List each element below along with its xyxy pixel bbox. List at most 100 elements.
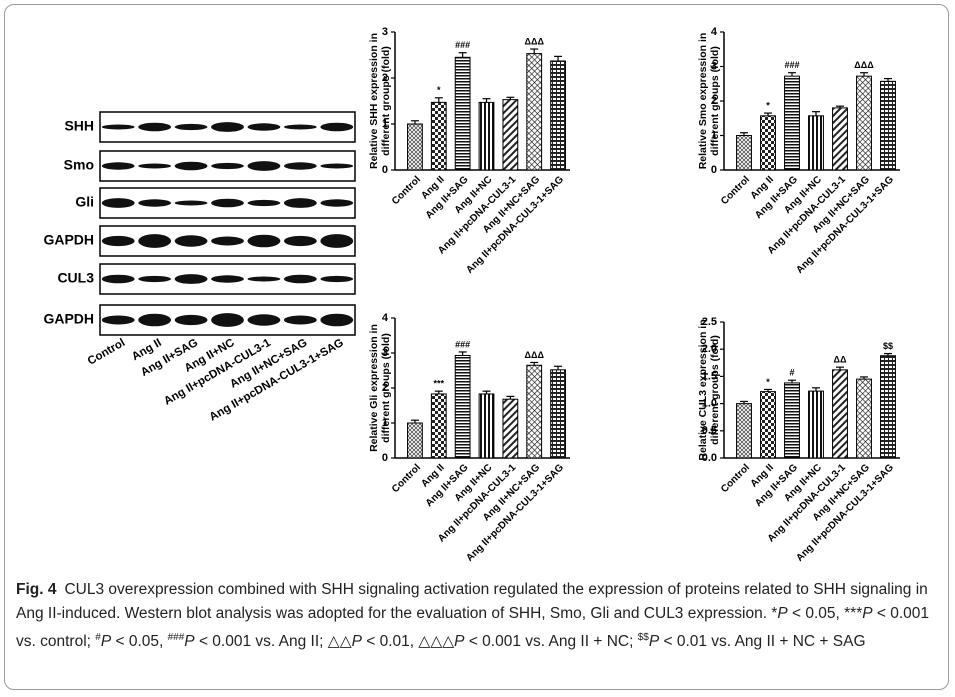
blot-band <box>175 274 208 284</box>
blot-band <box>248 200 281 206</box>
blot-band <box>248 161 281 171</box>
blot-band <box>175 235 208 246</box>
bar <box>833 108 848 170</box>
blot-band <box>211 163 244 169</box>
blot-band <box>284 162 317 169</box>
bar <box>431 102 446 170</box>
significance-label: * <box>766 100 770 110</box>
significance-label: ### <box>455 40 470 50</box>
blot-band <box>102 275 135 284</box>
y-axis-title-box: Relative SHH expression in different gro… <box>368 26 394 176</box>
blot-band <box>211 199 244 208</box>
blot-band <box>320 123 353 132</box>
bar <box>479 102 494 170</box>
blot-row-label: SHH <box>64 118 94 134</box>
blot-band <box>320 199 353 206</box>
blot-band <box>102 316 135 325</box>
blot-row-label: Smo <box>64 157 94 173</box>
bar <box>455 355 470 458</box>
bar <box>551 370 566 458</box>
blot-band <box>320 234 353 248</box>
blot-band <box>248 123 281 130</box>
bar <box>431 394 446 458</box>
bar <box>881 81 896 170</box>
x-tick-label: Control <box>719 174 752 207</box>
y-axis-title: Relative Smo expression in different gro… <box>697 26 721 176</box>
blot-band <box>102 162 135 169</box>
blot-band <box>284 236 317 246</box>
significance-label: # <box>789 368 794 378</box>
significance-label: ### <box>455 339 470 349</box>
bar <box>455 57 470 170</box>
significance-label: $$ <box>883 341 893 351</box>
bar <box>809 391 824 458</box>
blot-band <box>211 275 244 282</box>
significance-label: ΔΔΔ <box>525 36 545 46</box>
significance-label: * <box>437 85 441 95</box>
blot-band <box>138 123 171 132</box>
blot-row-label: GAPDH <box>43 232 94 248</box>
blot-band <box>138 276 171 282</box>
bar <box>809 116 824 170</box>
blot-band <box>138 164 171 169</box>
blot-row-label: GAPDH <box>43 311 94 327</box>
bar <box>737 136 752 171</box>
significance-label: ΔΔΔ <box>854 60 874 70</box>
caption-text: P <box>454 633 464 650</box>
y-axis-title-box: Relative Gli expression in different gro… <box>368 313 394 463</box>
bar <box>833 370 848 458</box>
bar <box>503 100 518 170</box>
y-axis-title: Relative SHH expression in different gro… <box>368 26 392 176</box>
bar <box>527 54 542 170</box>
blot-row-label: Gli <box>75 194 94 210</box>
bar <box>881 356 896 458</box>
blot-band <box>284 275 317 284</box>
blot-band <box>138 199 171 206</box>
bar <box>503 399 518 458</box>
significance-label: ΔΔ <box>834 355 847 365</box>
blot-band <box>211 237 244 246</box>
y-axis-title-box: Relative Smo expression in different gro… <box>697 26 723 176</box>
bar <box>857 379 872 458</box>
bar <box>551 61 566 170</box>
significance-label: *** <box>434 379 445 389</box>
x-tick-label: Control <box>719 462 752 495</box>
blot-band <box>175 315 208 325</box>
caption-text: < 0.001 vs. Ang II + NC; <box>465 633 638 650</box>
bar <box>761 392 776 458</box>
caption-text: < 0.05, <box>111 633 167 650</box>
page: {"blot": {"rows": ["SHH", "Smo", "Gli", … <box>0 0 955 697</box>
bar <box>527 365 542 458</box>
x-tick-label: Control <box>390 174 423 207</box>
caption-text: ### <box>168 632 185 643</box>
caption-text: $$ <box>638 632 649 643</box>
bar <box>479 394 494 458</box>
blot-band <box>102 236 135 246</box>
blot-row-label: CUL3 <box>57 270 94 286</box>
y-axis-title: Relative Gli expression in different gro… <box>368 313 392 463</box>
caption-text: P <box>777 605 787 622</box>
bar <box>737 404 752 458</box>
blot-band <box>175 201 208 206</box>
caption-text: < 0.05, *** <box>788 605 863 622</box>
blot-band <box>211 313 244 327</box>
blot-band <box>248 314 281 325</box>
blot-band <box>248 235 281 248</box>
blot-band <box>320 314 353 327</box>
blot-band <box>320 164 353 169</box>
caption-text: P <box>862 605 872 622</box>
y-axis-title: Relative CUL3 expression in different gr… <box>697 315 721 465</box>
significance-label: * <box>766 377 770 387</box>
bar <box>785 76 800 170</box>
caption-text: P <box>101 633 111 650</box>
blot-band <box>138 314 171 327</box>
y-axis-title-box: Relative CUL3 expression in different gr… <box>697 315 723 465</box>
bar <box>857 76 872 170</box>
significance-label: ### <box>784 60 799 70</box>
caption-text: < 0.001 vs. Ang II; △△ <box>195 633 352 650</box>
caption-text: < 0.01 vs. Ang II + NC + SAG <box>659 633 865 650</box>
caption-text: < 0.01, △△△ <box>362 633 454 650</box>
blot-band <box>102 125 135 130</box>
